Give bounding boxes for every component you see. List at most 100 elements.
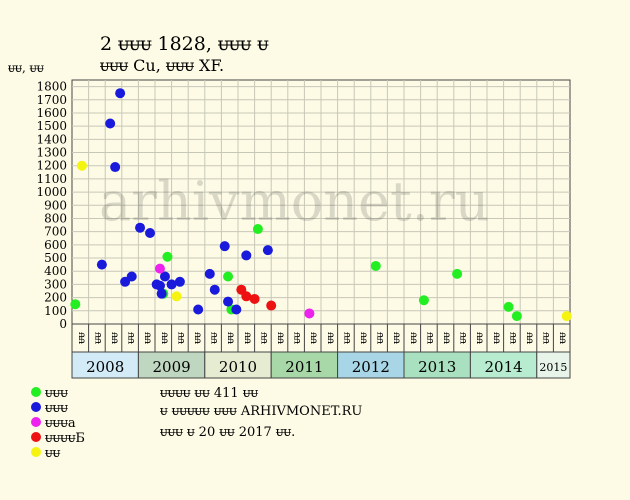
data-point	[166, 279, 177, 290]
legend: ᵾᵾᵾ ᵾᵾᵾ ᵾᵾᵾa ᵾᵾᵾᵾБ ᵾᵾ	[31, 386, 85, 461]
watermark: arhivmonet.ru	[99, 170, 489, 233]
year-label: 2008	[86, 358, 124, 376]
year-band-cell	[137, 351, 206, 379]
legend-marker-magenta	[31, 417, 41, 427]
period-label: ᵾᵾ	[541, 332, 552, 344]
period-label: ᵾᵾ	[342, 332, 353, 344]
period-label: ᵾᵾ	[209, 332, 220, 344]
period-label: ᵾᵾ	[242, 332, 253, 344]
y-tick-label: 1400	[36, 132, 67, 146]
y-tick-label: 700	[44, 225, 67, 239]
year-label: 2015	[539, 361, 567, 374]
y-tick-label: 1100	[36, 172, 67, 186]
y-tick-label: 1700	[36, 93, 67, 107]
period-label: ᵾᵾ	[408, 332, 419, 344]
period-label: ᵾᵾ	[425, 332, 436, 344]
data-point	[154, 280, 165, 291]
period-label: ᵾᵾ	[375, 332, 386, 344]
year-label: 2009	[153, 358, 191, 376]
data-point	[418, 295, 429, 306]
data-point	[115, 88, 126, 99]
info-line-3: ᵾᵾᵾ ᵾ 20 ᵾᵾ 2017 ᵾᵾ.	[160, 425, 295, 440]
y-tick-label: 1200	[36, 159, 67, 173]
grid-lines	[72, 80, 570, 324]
period-label: ᵾᵾ	[259, 332, 270, 344]
year-band-cell	[71, 351, 139, 379]
y-tick-label: 1500	[36, 119, 67, 133]
period-label: ᵾᵾ	[276, 332, 287, 344]
year-band-cell	[204, 351, 272, 379]
period-label: ᵾᵾ	[292, 332, 303, 344]
period-label: ᵾᵾ	[442, 332, 453, 344]
period-label: ᵾᵾ	[176, 332, 187, 344]
data-point	[110, 162, 121, 173]
legend-label-green: ᵾᵾᵾ	[45, 386, 68, 401]
period-label: ᵾᵾ	[76, 332, 87, 344]
year-label: 2010	[219, 358, 257, 376]
data-point	[561, 311, 572, 322]
data-point	[219, 241, 230, 252]
y-tick-label: 0	[59, 317, 67, 331]
data-point	[159, 271, 170, 282]
y-tick-label: 900	[44, 198, 67, 212]
y-tick-label: 300	[44, 277, 67, 291]
period-label: ᵾᵾ	[491, 332, 502, 344]
legend-label-red: ᵾᵾᵾᵾБ	[45, 431, 85, 446]
data-point	[105, 118, 116, 129]
data-point	[193, 304, 204, 315]
year-label: 2014	[485, 358, 523, 376]
data-points	[70, 88, 572, 322]
info-line-2: ᵾ ᵾᵾᵾᵾᵾ ᵾᵾᵾ ARHIVMONET.RU	[160, 404, 362, 419]
period-label: ᵾᵾ	[475, 332, 486, 344]
data-point	[145, 227, 156, 238]
y-tick-label: 800	[44, 211, 67, 225]
data-point	[154, 263, 165, 274]
y-tick-label: 200	[44, 291, 67, 305]
data-point	[241, 291, 252, 302]
period-label: ᵾᵾ	[110, 332, 121, 344]
year-band-cell	[536, 351, 571, 379]
period-label: ᵾᵾ	[226, 332, 237, 344]
y-tick-label: 400	[44, 264, 67, 278]
period-label: ᵾᵾ	[359, 332, 370, 344]
data-point	[370, 260, 381, 271]
period-label: ᵾᵾ	[126, 332, 137, 344]
period-label: ᵾᵾ	[525, 332, 536, 344]
y-tick-label: 1000	[36, 185, 67, 199]
year-label: 2011	[285, 358, 323, 376]
data-point	[262, 245, 273, 256]
legend-marker-green	[31, 387, 41, 397]
period-label: ᵾᵾ	[193, 332, 204, 344]
year-band-cell	[403, 351, 471, 379]
data-point	[249, 293, 260, 304]
data-point	[266, 300, 277, 311]
chart-title: 2 ᵾᵾᵾ 1828, ᵾᵾᵾ ᵾ	[100, 33, 269, 55]
y-tick-label: 1300	[36, 146, 67, 160]
data-point	[241, 250, 252, 261]
period-label: ᵾᵾ	[325, 332, 336, 344]
info-block: ᵾᵾᵾᵾ ᵾᵾ 411 ᵾᵾ ᵾ ᵾᵾᵾᵾᵾ ᵾᵾᵾ ARHIVMONET.RU…	[160, 386, 362, 440]
data-point	[162, 251, 173, 262]
period-label: ᵾᵾ	[458, 332, 469, 344]
year-label: 2013	[418, 358, 456, 376]
legend-marker-yellow	[31, 447, 41, 457]
y-axis-ticks: 0100200300400500600700800900100011001200…	[36, 80, 67, 331]
year-band-cell	[337, 351, 405, 379]
data-point	[503, 301, 514, 312]
data-point	[223, 296, 234, 307]
period-label: ᵾᵾ	[508, 332, 519, 344]
y-tick-label: 1800	[36, 80, 67, 94]
y-tick-label: 500	[44, 251, 67, 265]
data-point	[135, 222, 146, 233]
y-axis-unit-label: ᵾᵾ, ᵾᵾ	[8, 61, 44, 75]
data-point	[70, 299, 81, 310]
info-line-1: ᵾᵾᵾᵾ ᵾᵾ 411 ᵾᵾ	[160, 386, 258, 401]
period-label: ᵾᵾ	[309, 332, 320, 344]
data-point	[171, 291, 182, 302]
data-point	[174, 276, 185, 287]
period-label: ᵾᵾ	[93, 332, 104, 344]
legend-label-yellow: ᵾᵾ	[45, 446, 61, 461]
data-point	[209, 284, 220, 295]
data-point	[304, 308, 315, 319]
